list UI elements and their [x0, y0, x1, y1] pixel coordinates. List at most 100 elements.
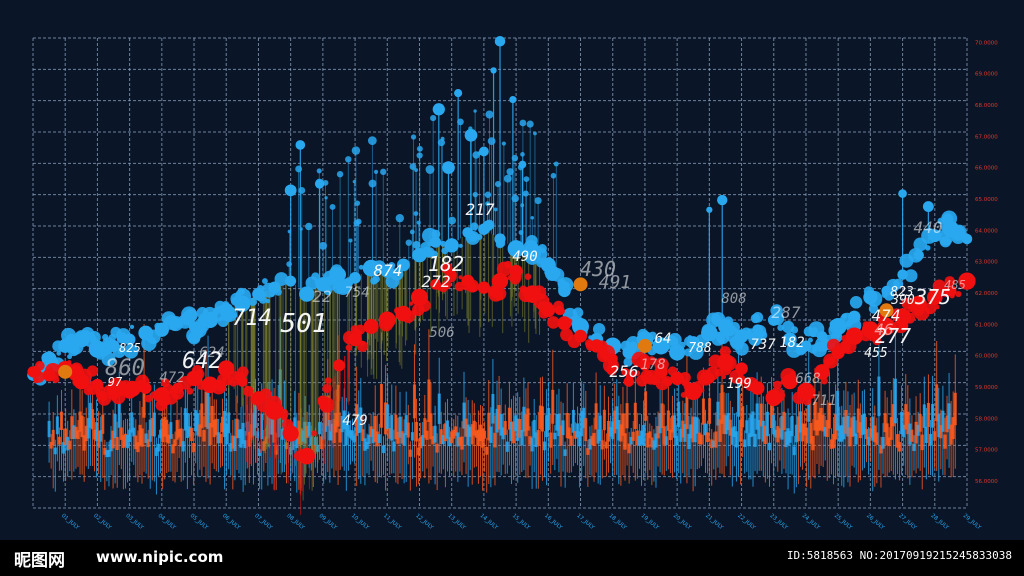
spike-bubble: [454, 89, 463, 98]
blue-point: [782, 332, 797, 347]
red-point: [523, 285, 541, 303]
blue-point: [252, 287, 265, 301]
volume-body-orange: [914, 421, 918, 444]
blue-point: [462, 227, 474, 238]
volume-body-orange: [821, 414, 825, 432]
watermark-url: www.nipic.com: [96, 548, 224, 566]
volume-body-orange: [949, 424, 953, 445]
volume-body-blue: [788, 430, 792, 443]
volume-body-orange: [70, 416, 74, 439]
stem-bubble: [506, 168, 514, 176]
volume-body-orange: [567, 427, 571, 439]
x-tick-label: 16_JULY: [543, 513, 564, 532]
red-point: [348, 332, 362, 347]
blue-point: [558, 284, 571, 298]
volume-body-orange: [770, 404, 774, 428]
volume-body-blue: [596, 429, 600, 444]
volume-body-blue: [229, 443, 233, 452]
volume-body-orange: [140, 428, 144, 447]
volume-body-orange: [848, 427, 852, 447]
volume-body-blue: [351, 430, 355, 441]
bubble-stems: [227, 35, 934, 515]
volume-body-blue: [761, 420, 765, 442]
blue-point: [881, 285, 892, 296]
volume-body-blue: [902, 424, 906, 438]
volume-body-blue: [206, 386, 210, 429]
volume-body-blue: [148, 419, 152, 442]
stem-bubble: [487, 137, 496, 146]
stem-bubble: [405, 239, 413, 246]
volume-body-orange: [167, 434, 171, 444]
volume-body-orange: [334, 412, 338, 433]
y-tick-label: 65.0000: [975, 197, 998, 203]
volume-body-orange: [606, 420, 610, 442]
blue-point: [390, 267, 404, 281]
red-point: [186, 387, 194, 395]
volume-body-orange: [470, 424, 474, 445]
x-tick-label: 27_JULY: [897, 513, 918, 532]
blue-point: [123, 333, 136, 346]
y-tick-label: 68.0000: [975, 103, 998, 109]
volume-body-orange: [198, 424, 202, 437]
annotation-label: 64: [655, 331, 672, 347]
volume-body-orange: [406, 422, 410, 438]
annotation-label: 472: [159, 370, 184, 386]
annotation-label: 501: [281, 309, 328, 339]
volume-body-blue: [144, 433, 148, 443]
volume-body-blue: [105, 450, 109, 458]
volume-body-orange: [388, 428, 392, 439]
volume-body-orange: [594, 403, 598, 430]
volume-body-orange: [423, 418, 427, 438]
stem-bubble: [299, 227, 303, 231]
volume-body-orange: [429, 413, 433, 440]
volume-body-blue: [47, 420, 51, 438]
volume-body-blue: [629, 436, 633, 445]
volume-body-orange: [869, 428, 873, 438]
red-point: [894, 308, 912, 326]
red-point: [765, 389, 783, 407]
volume-body-blue: [547, 407, 551, 430]
volume-body-blue: [522, 406, 526, 432]
stem-bubble: [305, 222, 313, 231]
volume-body-orange: [805, 427, 809, 444]
volume-body-blue: [900, 411, 904, 435]
red-point: [242, 385, 254, 397]
spike-bubble: [717, 194, 728, 206]
x-tick-label: 26_JULY: [865, 513, 886, 532]
volume-body-orange: [68, 440, 72, 450]
blue-point: [331, 267, 347, 282]
volume-body-blue: [280, 428, 284, 440]
volume-body-blue: [390, 414, 394, 441]
blue-point: [270, 292, 275, 297]
stem-bubble: [473, 109, 477, 113]
volume-body-orange: [163, 416, 167, 437]
annotation-label: 874: [374, 261, 403, 280]
volume-body-orange: [935, 384, 939, 422]
stem-bubble: [530, 215, 535, 220]
volume-body-orange: [121, 435, 125, 448]
blue-point: [412, 241, 421, 249]
volume-body-blue: [72, 425, 76, 440]
annotation-label: 430: [580, 257, 616, 281]
blue-point: [829, 318, 847, 335]
volume-body-orange: [819, 407, 823, 431]
volume-body-orange: [373, 415, 377, 442]
y-tick-label: 66.0000: [975, 166, 998, 172]
stem-bubble: [295, 165, 303, 173]
volume-body-orange: [633, 402, 637, 430]
stem-bubble: [485, 110, 494, 119]
volume-body-orange: [681, 420, 685, 438]
volume-body-blue: [462, 402, 466, 429]
volume-body-orange: [701, 398, 705, 425]
blue-point: [942, 220, 960, 238]
volume-body-orange: [813, 402, 817, 431]
volume-body-orange: [891, 404, 895, 427]
blue-point: [444, 238, 459, 253]
volume-body-blue: [466, 424, 470, 446]
stem-bubble: [286, 261, 292, 267]
stem-bubble: [468, 126, 473, 131]
volume-body-blue: [734, 431, 738, 448]
volume-body-orange: [235, 418, 239, 439]
stem-bubble: [395, 213, 405, 223]
red-point: [845, 327, 863, 345]
